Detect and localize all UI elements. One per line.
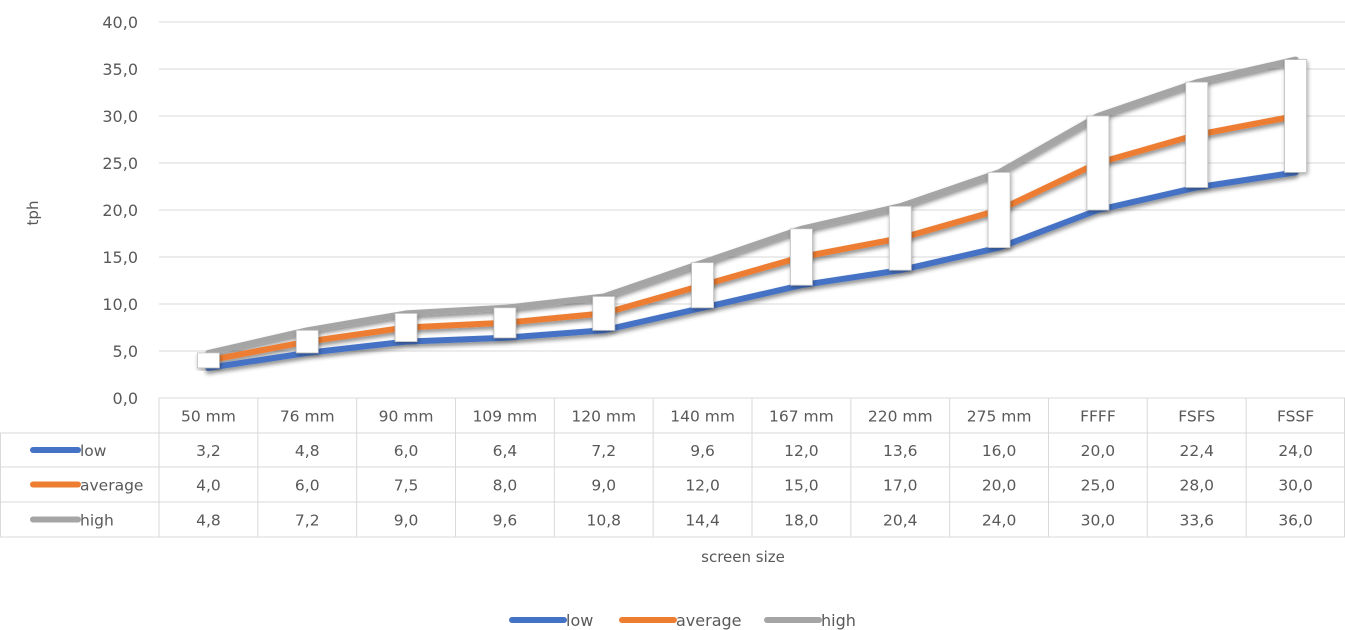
data-label: 12,0 [685,477,720,495]
series-line-high [205,56,1299,356]
data-label: 8,0 [493,477,518,495]
category-label: 220 mm [868,408,933,426]
data-label: 30,0 [1081,512,1116,530]
data-label: 36,0 [1278,512,1313,530]
high-low-bar [295,329,319,354]
category-label: 50 mm [181,408,236,426]
data-label: 20,0 [1081,442,1116,460]
y-tick-label: 20,0 [102,201,138,220]
category-label: 76 mm [280,408,335,426]
legend-label: low [566,611,593,630]
data-label: 6,0 [394,442,419,460]
table-series-label: average [80,477,143,495]
data-label: 7,2 [591,442,616,460]
series-line-average [205,113,1299,364]
y-tick-label: 15,0 [102,248,138,267]
data-label: 24,0 [982,512,1017,530]
high-low-bars [197,59,1307,369]
data-label: 7,5 [394,477,419,495]
category-label: FSFS [1178,408,1215,426]
category-label: 167 mm [769,408,834,426]
y-tick-label: 25,0 [102,154,138,173]
data-label: 17,0 [883,477,918,495]
data-label: 20,4 [883,512,918,530]
high-low-bar [1086,115,1110,211]
data-label: 33,6 [1179,512,1214,530]
high-low-bar [987,171,1011,248]
category-label: FSSF [1277,408,1314,426]
category-label: 109 mm [473,408,538,426]
data-label: 9,6 [493,512,518,530]
data-label: 20,0 [982,477,1017,495]
y-axis-ticks: 0,0 5,0 10,0 15,0 20,0 25,0 30,0 35,0 40,0 [102,13,138,408]
y-tick-label: 10,0 [102,295,138,314]
high-low-bar [197,352,220,369]
high-low-bar [691,262,714,309]
data-label: 6,0 [295,477,320,495]
data-label: 14,4 [685,512,720,530]
data-label: 28,0 [1179,477,1214,495]
data-label: 18,0 [784,512,819,530]
gridlines [159,21,1345,399]
data-label: 13,6 [883,442,918,460]
data-label: 3,2 [196,442,221,460]
series-lines [205,56,1299,371]
category-label: 90 mm [379,408,434,426]
high-low-bar [592,296,616,331]
high-low-bar [394,312,418,342]
high-low-bar [790,228,813,286]
data-label: 22,4 [1179,442,1214,460]
category-label: 275 mm [967,408,1032,426]
high-low-bar [1284,59,1307,173]
data-label: 6,4 [493,442,518,460]
y-tick-label: 5,0 [113,342,138,361]
data-label: 9,0 [591,477,616,495]
data-label: 25,0 [1081,477,1116,495]
category-label: 120 mm [571,408,636,426]
table-series-label: low [80,442,107,460]
data-label: 9,6 [690,442,715,460]
y-tick-label: 40,0 [102,13,138,32]
data-label: 24,0 [1278,442,1313,460]
category-label: 140 mm [670,408,735,426]
legend-label: high [821,611,856,630]
y-tick-label: 35,0 [102,60,138,79]
series-line-low [205,169,1299,371]
data-table: 50 mm 76 mm 90 mm 109 mm 120 mm 140 mm 167 mm 2… [0,397,1345,538]
y-tick-label: 30,0 [102,107,138,126]
category-label: FFFF [1080,408,1116,426]
data-label: 4,8 [295,442,320,460]
data-label: 7,2 [295,512,320,530]
high-low-bar [1185,81,1209,188]
data-label: 12,0 [784,442,819,460]
data-label: 4,0 [196,477,221,495]
x-axis-title: screen size [701,548,785,566]
data-label: 4,8 [196,512,221,530]
data-label: 9,0 [394,512,419,530]
data-label: 16,0 [982,442,1017,460]
y-axis-title: tph [24,201,42,226]
data-label: 15,0 [784,477,819,495]
data-label: 10,8 [586,512,621,530]
data-label: 30,0 [1278,477,1313,495]
legend: low average high [509,611,856,630]
high-low-bar [493,307,517,339]
legend-label: average [676,611,742,630]
table-series-label: high [80,512,114,530]
y-tick-label: 0,0 [113,389,138,408]
high-low-bar [888,205,912,271]
